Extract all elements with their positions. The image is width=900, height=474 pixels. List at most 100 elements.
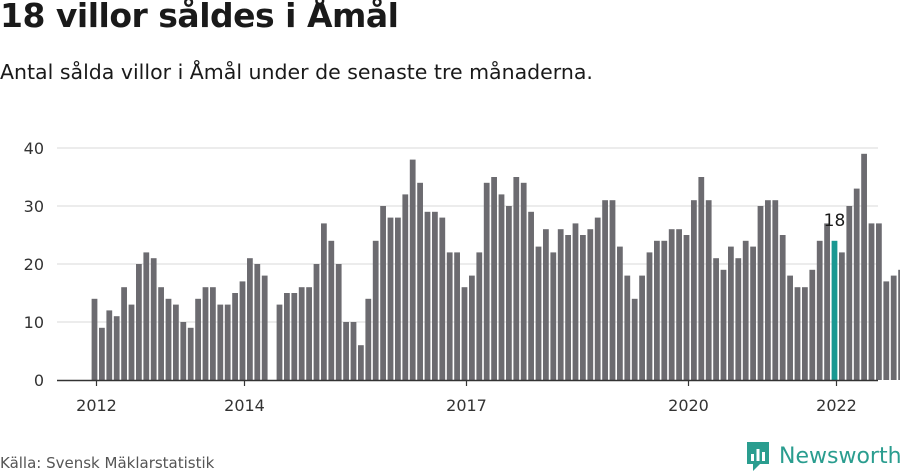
y-tick-label-30: 30 [24, 197, 44, 216]
brand-logo: Newsworthy [745, 440, 900, 472]
bar-39 [380, 206, 386, 380]
bar-90 [757, 206, 764, 380]
bar-98 [816, 240, 823, 380]
bar-96 [802, 287, 808, 380]
y-tick-label-0: 0 [34, 371, 44, 390]
bar-41 [395, 217, 401, 380]
bar-50 [461, 287, 468, 380]
bar-27 [291, 293, 298, 380]
bar-101 [839, 252, 845, 380]
bar-14 [195, 298, 201, 380]
bar-95 [794, 287, 801, 380]
bar-15 [202, 287, 209, 380]
bar-28 [298, 287, 305, 380]
bar-45 [424, 211, 431, 380]
bar-85 [720, 269, 727, 380]
bar-68 [594, 217, 601, 380]
bar-56 [506, 206, 512, 380]
newsworthy-logo-icon [747, 442, 769, 471]
bar-49 [454, 252, 460, 380]
x-tick-label-2014: 2014 [224, 396, 265, 415]
bar-37 [365, 298, 372, 380]
bar-42 [402, 194, 409, 380]
bar-22 [254, 264, 261, 380]
bar-104 [861, 153, 867, 380]
bar-97 [809, 269, 816, 380]
bar-105 [868, 223, 875, 380]
bar-25 [276, 304, 283, 380]
bar-1 [99, 327, 105, 380]
bar-79 [676, 229, 682, 380]
bar-40 [387, 217, 394, 380]
bar-89 [750, 246, 756, 380]
source-note: Källa: Svensk Mäklarstatistik [0, 454, 215, 472]
y-tick-label-20: 20 [24, 255, 44, 274]
bar-35 [350, 322, 357, 380]
bar-61 [543, 229, 549, 380]
bar-69 [602, 200, 608, 380]
bar-26 [284, 293, 290, 380]
bar-100 [831, 240, 838, 380]
bar-64 [565, 235, 571, 380]
bar-91 [765, 200, 771, 380]
bar-21 [247, 258, 253, 380]
bar-34 [343, 322, 349, 380]
bar-106 [876, 223, 882, 380]
bar-38 [372, 240, 379, 380]
bar-81 [691, 200, 697, 380]
bar-77 [661, 240, 668, 380]
bar-62 [550, 252, 557, 380]
bar-58 [520, 182, 527, 380]
bar-57 [513, 177, 520, 380]
bar-102 [846, 206, 853, 380]
bar-47 [439, 217, 446, 380]
bar-78 [668, 229, 675, 380]
bar-43 [409, 159, 416, 380]
data-label-latest: 18 [824, 211, 846, 231]
bar-32 [328, 240, 335, 380]
bar-44 [417, 182, 423, 380]
y-tick-label-10: 10 [24, 313, 44, 332]
bar-16 [210, 287, 216, 380]
bar-7 [143, 252, 150, 380]
bar-18 [224, 304, 231, 380]
x-tick-label-2022: 2022 [816, 396, 857, 415]
bar-13 [187, 327, 194, 380]
bar-51 [469, 275, 475, 380]
bar-82 [698, 177, 705, 380]
bar-31 [321, 223, 327, 380]
bar-52 [476, 252, 483, 380]
bar-99 [824, 223, 830, 380]
x-tick-label-2012: 2012 [76, 396, 117, 415]
bar-36 [358, 345, 364, 380]
bar-103 [853, 188, 860, 380]
bar-76 [654, 240, 660, 380]
axes [57, 379, 878, 386]
bar-3 [113, 316, 120, 380]
bars [91, 153, 900, 380]
bar-5 [128, 304, 135, 380]
bar-65 [572, 223, 579, 380]
bar-63 [557, 229, 564, 380]
bar-4 [121, 287, 127, 380]
bar-70 [609, 200, 616, 380]
bar-109 [898, 269, 900, 380]
bar-48 [446, 252, 453, 380]
bar-11 [173, 304, 179, 380]
chart-subtitle: Antal sålda villor i Åmål under de senas… [0, 60, 593, 84]
x-tick-label-2020: 2020 [668, 396, 709, 415]
bar-87 [735, 258, 742, 380]
bar-72 [624, 275, 631, 380]
bar-74 [639, 275, 645, 380]
bar-80 [683, 235, 690, 380]
bar-73 [631, 298, 638, 380]
bar-108 [890, 275, 897, 380]
bar-83 [705, 200, 712, 380]
bar-88 [742, 240, 749, 380]
brand-name: Newsworthy [779, 443, 900, 469]
bar-29 [306, 287, 312, 380]
bar-60 [535, 246, 542, 380]
bar-59 [528, 211, 534, 380]
bar-71 [617, 246, 623, 380]
